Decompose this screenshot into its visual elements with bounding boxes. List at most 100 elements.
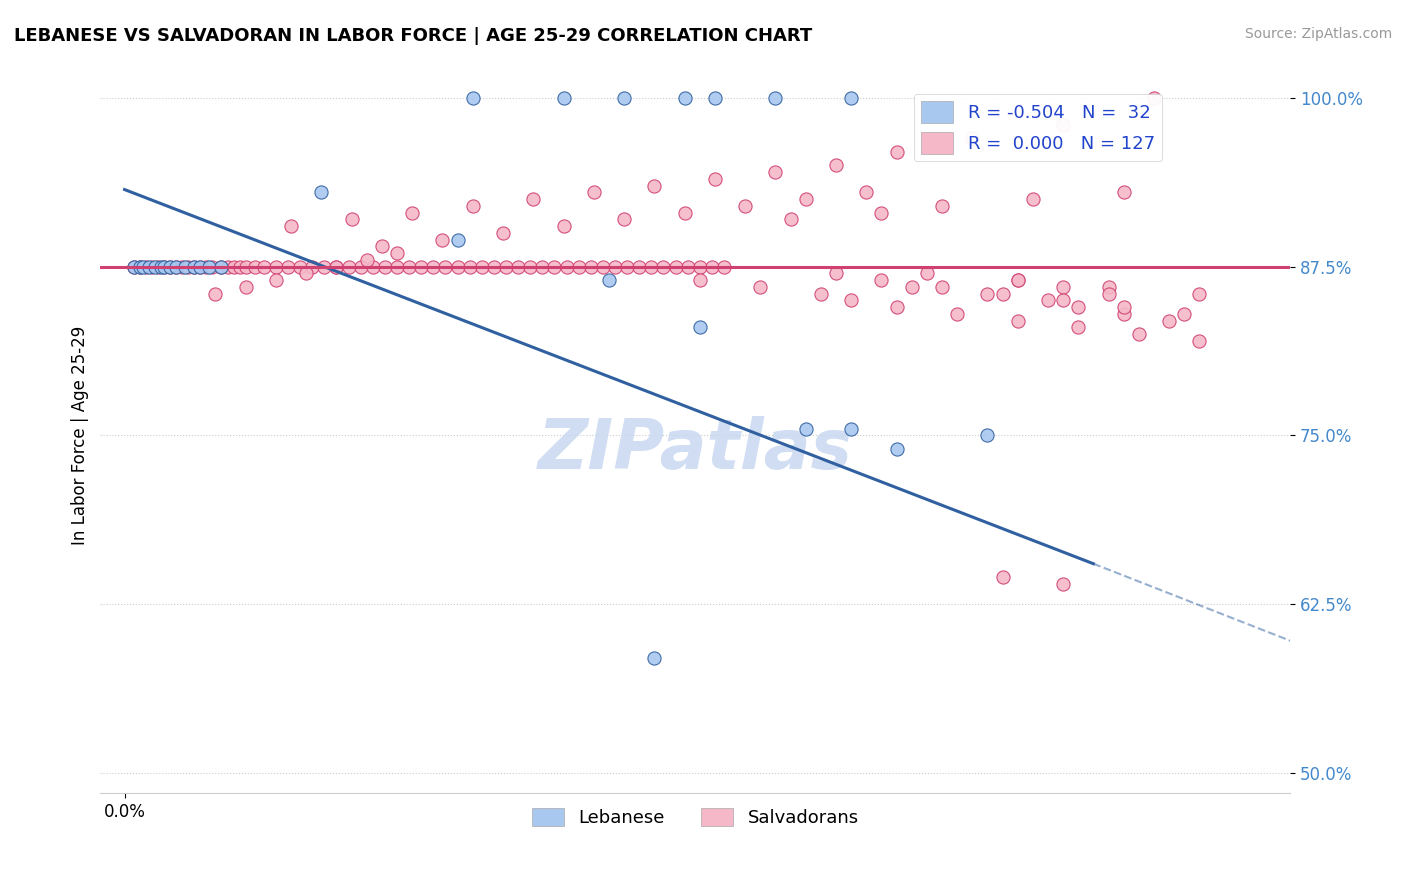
Point xyxy=(643,651,665,665)
Point xyxy=(794,422,817,436)
Point xyxy=(582,186,605,200)
Point xyxy=(174,260,197,274)
Point xyxy=(1067,300,1090,314)
Point xyxy=(482,260,505,274)
Point xyxy=(337,260,360,274)
Point xyxy=(361,260,384,274)
Y-axis label: In Labor Force | Age 25-29: In Labor Force | Age 25-29 xyxy=(72,326,89,545)
Point xyxy=(734,199,756,213)
Point xyxy=(235,280,257,294)
Point xyxy=(401,205,423,219)
Point xyxy=(183,260,205,274)
Point xyxy=(676,260,699,274)
Point xyxy=(931,280,953,294)
Point xyxy=(703,171,725,186)
Point xyxy=(1067,320,1090,334)
Point xyxy=(553,219,575,233)
Point xyxy=(991,286,1014,301)
Point xyxy=(1007,313,1029,327)
Point xyxy=(264,260,287,274)
Point xyxy=(422,260,444,274)
Point xyxy=(159,260,181,274)
Point xyxy=(886,442,908,456)
Point xyxy=(177,260,200,274)
Point xyxy=(301,260,323,274)
Point xyxy=(385,260,408,274)
Point xyxy=(295,266,318,280)
Point xyxy=(204,286,226,301)
Point xyxy=(228,260,250,274)
Point xyxy=(128,260,150,274)
Point xyxy=(143,260,166,274)
Point xyxy=(461,199,484,213)
Point xyxy=(132,260,155,274)
Point xyxy=(149,260,172,274)
Point xyxy=(652,260,675,274)
Point xyxy=(235,260,257,274)
Point xyxy=(855,186,877,200)
Point xyxy=(1052,280,1074,294)
Point xyxy=(779,212,801,227)
Point xyxy=(1097,280,1119,294)
Point xyxy=(1112,307,1135,321)
Point xyxy=(211,260,233,274)
Point xyxy=(350,260,373,274)
Point xyxy=(555,260,578,274)
Point xyxy=(900,280,922,294)
Point xyxy=(640,260,662,274)
Point xyxy=(713,260,735,274)
Point xyxy=(371,239,394,253)
Point xyxy=(765,91,787,105)
Point xyxy=(673,205,696,219)
Point xyxy=(664,260,686,274)
Point xyxy=(643,178,665,193)
Point xyxy=(195,260,218,274)
Point xyxy=(886,300,908,314)
Point xyxy=(976,428,998,442)
Point xyxy=(810,286,832,301)
Point xyxy=(311,186,333,200)
Point xyxy=(1052,118,1074,132)
Point xyxy=(122,260,145,274)
Point xyxy=(962,131,984,145)
Point xyxy=(183,260,205,274)
Point xyxy=(325,260,347,274)
Point xyxy=(135,260,157,274)
Point xyxy=(1112,300,1135,314)
Point xyxy=(138,260,160,274)
Point xyxy=(159,260,181,274)
Point xyxy=(592,260,614,274)
Point xyxy=(870,205,893,219)
Point xyxy=(839,293,862,308)
Point xyxy=(153,260,176,274)
Point xyxy=(991,570,1014,584)
Point xyxy=(628,260,651,274)
Point xyxy=(434,260,457,274)
Point xyxy=(243,260,266,274)
Point xyxy=(222,260,245,274)
Point xyxy=(153,260,176,274)
Point xyxy=(411,260,433,274)
Point xyxy=(1007,273,1029,287)
Point xyxy=(1143,91,1166,105)
Point xyxy=(128,260,150,274)
Point xyxy=(1022,192,1045,206)
Point xyxy=(689,273,711,287)
Point xyxy=(458,260,481,274)
Point xyxy=(1157,313,1180,327)
Point xyxy=(432,233,454,247)
Point xyxy=(976,286,998,301)
Point xyxy=(1173,307,1195,321)
Point xyxy=(603,260,626,274)
Point xyxy=(446,260,468,274)
Point xyxy=(1188,334,1211,348)
Point xyxy=(579,260,602,274)
Point xyxy=(613,212,636,227)
Point xyxy=(146,260,169,274)
Point xyxy=(340,212,363,227)
Point xyxy=(1036,293,1059,308)
Point xyxy=(553,91,575,105)
Point xyxy=(1052,293,1074,308)
Point xyxy=(217,260,239,274)
Point xyxy=(946,307,969,321)
